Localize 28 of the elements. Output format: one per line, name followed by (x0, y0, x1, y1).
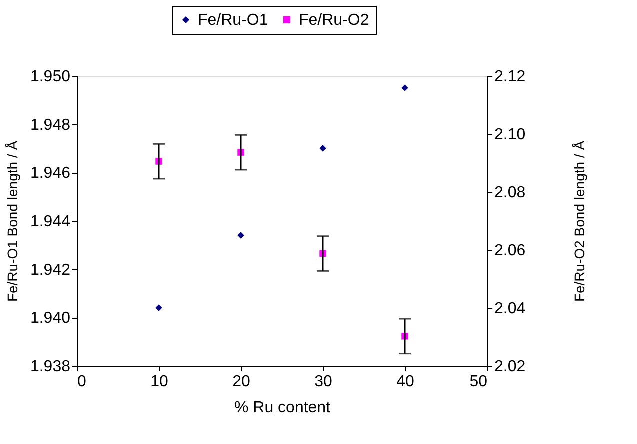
y2-tick-label: 2.02 (494, 358, 526, 376)
x-tick-label: 50 (470, 374, 488, 390)
point (402, 84, 408, 92)
y-tick-label: 1.942 (30, 262, 71, 279)
point (156, 304, 162, 312)
x-axis-title: % Ru content (234, 400, 332, 416)
y2-tick-label: 2.10 (494, 126, 526, 144)
y-tick-label: 1.940 (30, 310, 71, 328)
y2-tick-label: 2.08 (494, 184, 526, 202)
y2-tick-label: 2.04 (494, 300, 526, 318)
y-tick-label: 1.948 (30, 116, 71, 134)
legend-label: Fe/Ru-O2 (299, 12, 370, 29)
y2-axis-title: Fe/Ru-O2 Bond length / Å (572, 140, 588, 302)
y-axis-title: Fe/Ru-O1 Bond length / Å (4, 140, 20, 302)
y2-tick-label: 2.12 (494, 68, 526, 86)
y2-tick-label: 2.06 (494, 242, 526, 260)
legend-label: Fe/Ru-O1 (198, 12, 268, 29)
x-tick-label: 0 (78, 374, 86, 390)
x-tick-label: 40 (396, 374, 414, 390)
x-tick-label: 10 (150, 374, 168, 390)
point (320, 145, 326, 152)
y-tick-label: 1.944 (30, 214, 71, 230)
x-tick-label: 30 (314, 374, 332, 390)
y-tick-label: 1.950 (30, 68, 71, 86)
point (238, 232, 244, 239)
x-tick-label: 20 (232, 374, 250, 390)
y-tick-label: 1.946 (30, 165, 71, 182)
y-tick-label: 1.938 (30, 358, 71, 376)
